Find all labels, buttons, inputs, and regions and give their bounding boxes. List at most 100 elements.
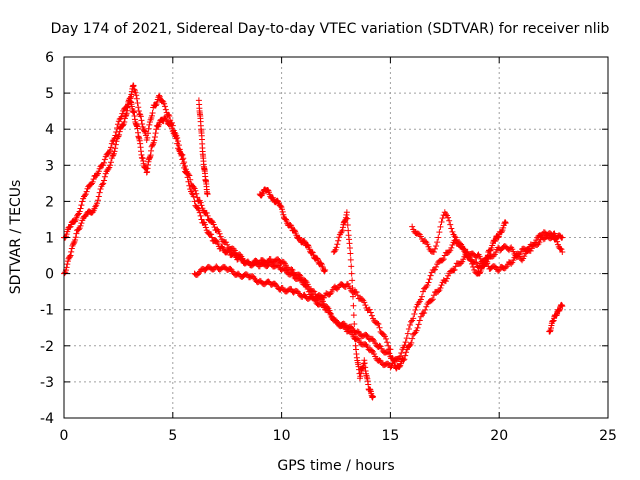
data-point [349, 285, 356, 292]
y-tick-label: -3 [40, 375, 54, 391]
data-point [175, 147, 182, 154]
data-point [432, 245, 439, 252]
data-point [437, 284, 444, 291]
data-point [401, 356, 408, 363]
data-point [186, 182, 193, 189]
y-tick-label: 3 [45, 158, 54, 174]
data-point [415, 321, 422, 328]
data-point [321, 268, 328, 275]
data-point [517, 248, 524, 255]
data-point [166, 113, 173, 120]
data-point [74, 211, 81, 218]
data-point [82, 191, 89, 198]
data-point [413, 327, 420, 334]
data-point [423, 303, 430, 310]
data-point [469, 260, 475, 267]
y-tick-label: 2 [45, 194, 54, 210]
data-point [190, 184, 197, 191]
data-point [387, 346, 394, 353]
data-point [77, 205, 84, 212]
data-point [152, 102, 159, 109]
data-point [149, 109, 156, 116]
data-point [144, 134, 151, 141]
data-point [181, 164, 188, 171]
data-point [446, 217, 453, 224]
data-point [203, 210, 210, 217]
data-point [113, 128, 120, 135]
y-tick-label: -1 [40, 303, 54, 319]
data-point [301, 238, 308, 245]
data-point [204, 191, 211, 198]
data-point [151, 134, 158, 141]
series-track-d [409, 209, 509, 277]
series-track-a [61, 97, 566, 372]
y-tick-label: -4 [40, 411, 54, 427]
data-point [90, 176, 97, 183]
data-point [116, 131, 123, 138]
y-tick-label: 5 [45, 86, 54, 102]
data-point [107, 162, 114, 169]
data-point [415, 299, 422, 306]
data-point [385, 342, 392, 349]
data-point [72, 234, 79, 241]
data-point [112, 141, 119, 148]
data-point [473, 259, 480, 266]
data-point [208, 218, 215, 225]
data-point [527, 247, 534, 254]
data-point [277, 203, 284, 210]
data-point [437, 223, 444, 230]
data-point [118, 113, 125, 120]
data-point [359, 296, 366, 303]
data-point [101, 156, 108, 163]
data-point [496, 266, 503, 273]
data-point [215, 228, 222, 235]
data-point [134, 99, 141, 106]
data-point [123, 104, 130, 111]
x-tick-label: 20 [490, 428, 508, 444]
data-point [453, 236, 460, 243]
data-point [66, 253, 73, 260]
data-point [347, 328, 354, 335]
data-point [427, 272, 434, 279]
data-point [139, 121, 146, 128]
data-point [318, 260, 325, 267]
data-point [94, 200, 101, 207]
data-point [348, 263, 355, 270]
x-tick-label: 5 [168, 428, 177, 444]
data-point [334, 241, 341, 248]
series-track-g [330, 209, 376, 401]
data-point [161, 103, 168, 110]
chart-title: Day 174 of 2021, Sidereal Day-to-day VTE… [51, 21, 610, 37]
data-point [68, 248, 75, 255]
data-point [174, 140, 181, 147]
data-point [279, 206, 286, 213]
data-point [161, 100, 168, 107]
data-point [210, 221, 217, 228]
data-point [217, 233, 224, 240]
data-point [216, 230, 223, 237]
data-point [101, 173, 108, 180]
data-point [442, 211, 449, 218]
data-point [351, 328, 358, 335]
data-point [288, 266, 295, 273]
data-point [184, 174, 191, 181]
data-point [135, 104, 142, 111]
x-tick-label: 10 [273, 428, 291, 444]
data-point [443, 275, 450, 282]
data-point [438, 219, 445, 226]
data-point [421, 310, 428, 317]
data-point [322, 266, 329, 273]
data-point [190, 193, 197, 200]
data-point [343, 209, 350, 216]
data-point [144, 130, 151, 137]
data-point [406, 321, 413, 328]
data-point [403, 349, 410, 356]
data-point [182, 169, 189, 176]
data-point [435, 234, 442, 241]
data-point [296, 234, 303, 241]
data-point [450, 267, 457, 274]
data-point [287, 222, 294, 229]
data-point [402, 339, 409, 346]
data-point [177, 150, 184, 157]
x-tick-label: 15 [381, 428, 399, 444]
